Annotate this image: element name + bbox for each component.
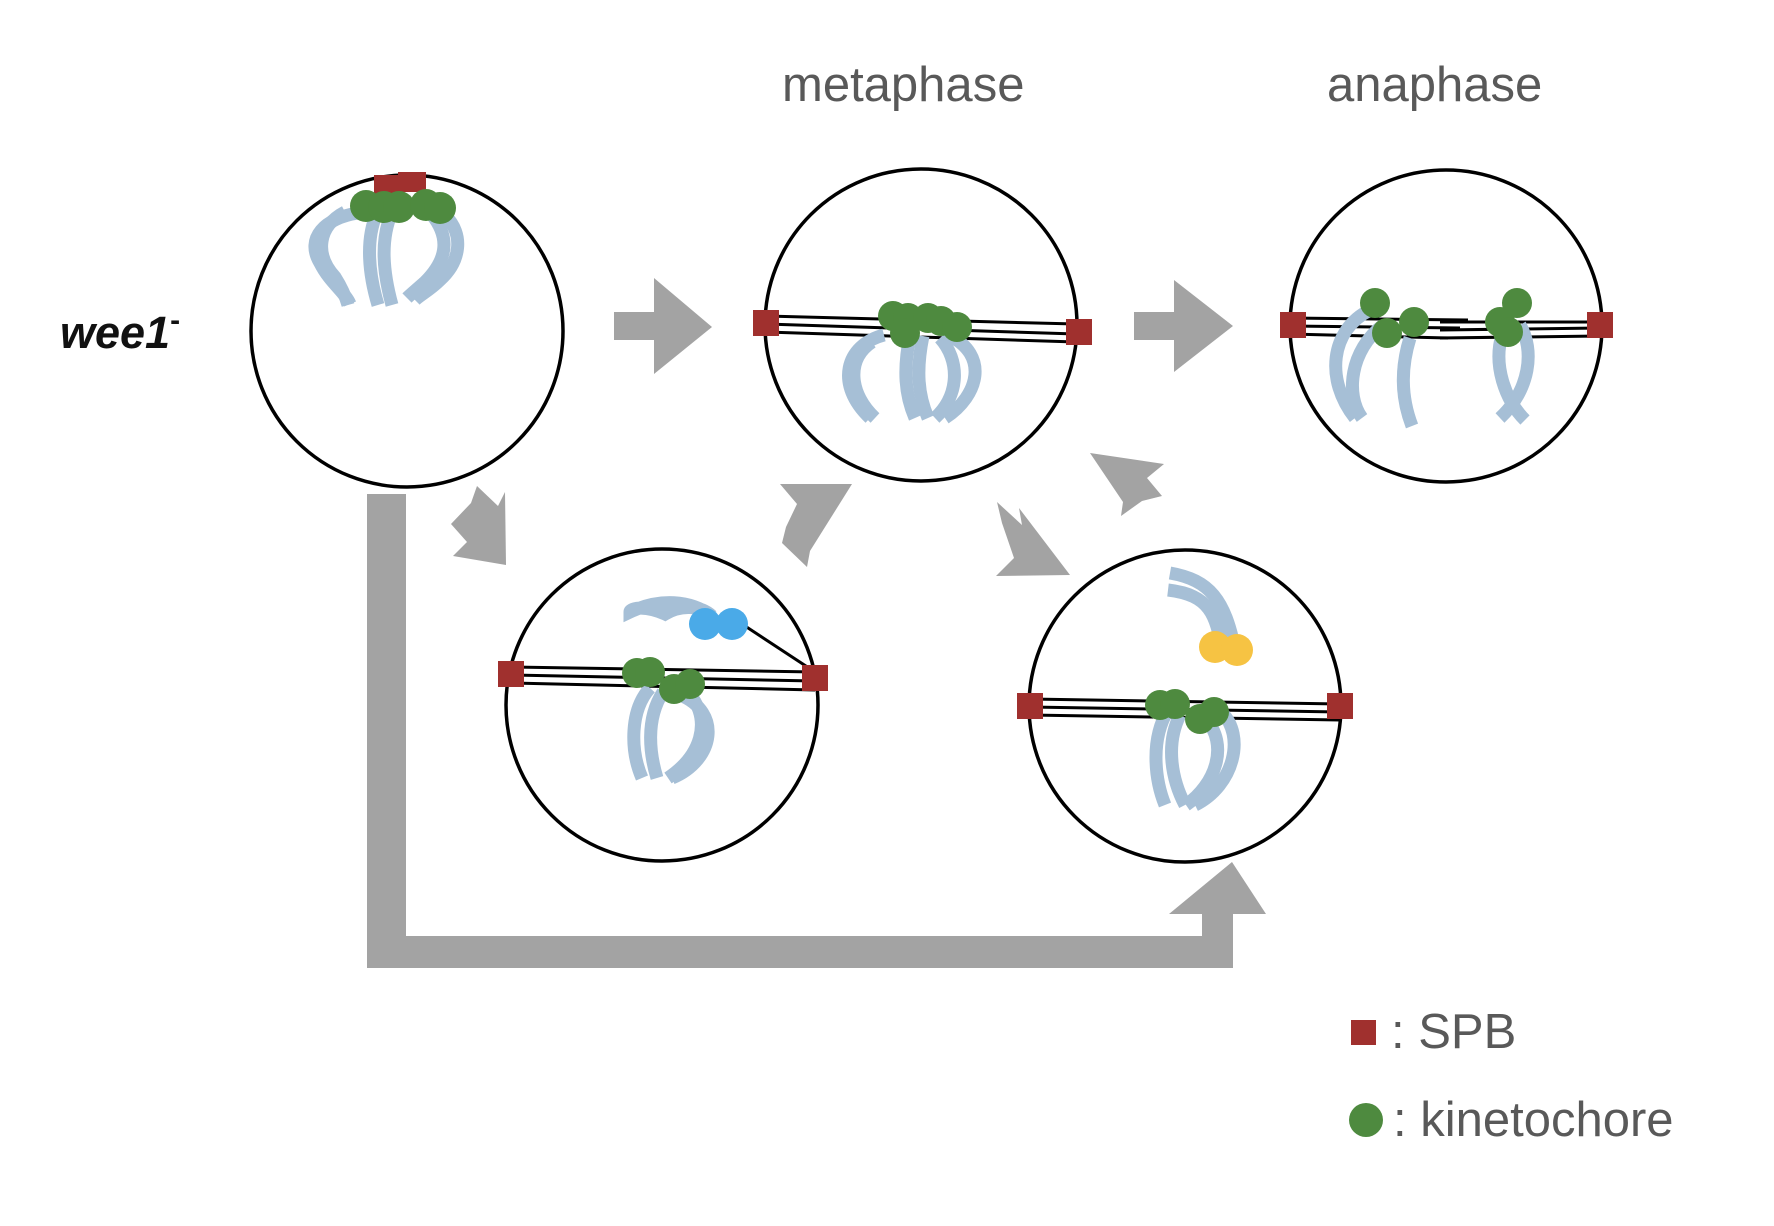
kinetochore-dot (383, 191, 415, 223)
cell-intermediate-1 (498, 547, 828, 863)
kinetochore-legend-icon (1349, 1103, 1383, 1137)
spb-legend-icon (1351, 1019, 1376, 1045)
spb-marker (1587, 312, 1613, 338)
spb-marker (1327, 693, 1353, 719)
arrow-metaphase-to-anaphase (1134, 280, 1233, 372)
chromosomes (1149, 566, 1242, 811)
label-anaphase: anaphase (1327, 58, 1543, 112)
kinetochore-dot-yellow (1221, 634, 1253, 666)
arrow-intermediate-2-to-metaphase (1090, 453, 1164, 516)
spb-marker (398, 172, 426, 192)
spb-marker (498, 661, 524, 687)
nucleus-outline (504, 547, 820, 863)
legend-kinetochore-text: : kinetochore (1393, 1093, 1674, 1147)
cell-anaphase (1280, 168, 1613, 484)
arrow-initial-to-intermediate-1 (451, 486, 506, 565)
cell-initial (249, 172, 565, 489)
unattached-chromosome (623, 596, 717, 623)
legend-kinetochore: : kinetochore (1349, 1092, 1674, 1148)
cell-intermediate-2 (1017, 548, 1353, 864)
kinetochores (350, 189, 456, 224)
kinetochore-dot-blue (716, 608, 748, 640)
spb-marker (1066, 319, 1092, 345)
nucleus-outline (249, 173, 565, 489)
label-metaphase: metaphase (782, 58, 1025, 112)
arrow-initial-to-metaphase (614, 278, 712, 374)
kinetochore-dot (635, 657, 665, 687)
kinetochore-dot (1360, 288, 1390, 318)
spb-marker (374, 175, 402, 195)
kinetochore-dot (890, 318, 920, 348)
kinetochore-dot (424, 192, 456, 224)
unattached-kinetochores (689, 608, 748, 640)
spb-marker (1017, 693, 1043, 719)
kinetochores (1360, 288, 1532, 348)
chromosomes (308, 206, 465, 308)
legend-spb-text: : SPB (1391, 1005, 1517, 1059)
kinetochore-dot-blue (689, 608, 721, 640)
strain-name: wee1 (60, 307, 171, 358)
kinetochore-dot (1399, 307, 1429, 337)
kinetochores (622, 657, 705, 704)
arrows (367, 278, 1266, 968)
kinetochore-dot (1160, 689, 1190, 719)
chromosomes (627, 683, 715, 784)
kinetochores (878, 301, 972, 348)
strain-superscript: - (170, 304, 181, 337)
kinetochore-dot (1493, 317, 1523, 347)
strain-label: wee1- (60, 304, 180, 359)
unattached-kinetochores (1199, 631, 1253, 666)
spb-marker (802, 665, 828, 691)
kinetochore-dot (1199, 697, 1229, 727)
arrow-intermediate-1-to-metaphase (780, 484, 852, 567)
spb-marker (753, 310, 779, 336)
kinetochore-dot (675, 669, 705, 699)
arrow-metaphase-to-intermediate-2 (996, 502, 1070, 576)
kinetochores (1145, 689, 1229, 734)
chromosomes (842, 328, 982, 424)
kinetochore-dot (942, 312, 972, 342)
spb-marker (1280, 312, 1306, 338)
cell-metaphase (753, 167, 1092, 483)
kinetochore-dot (1372, 318, 1402, 348)
legend-spb: : SPB (1351, 1004, 1516, 1060)
